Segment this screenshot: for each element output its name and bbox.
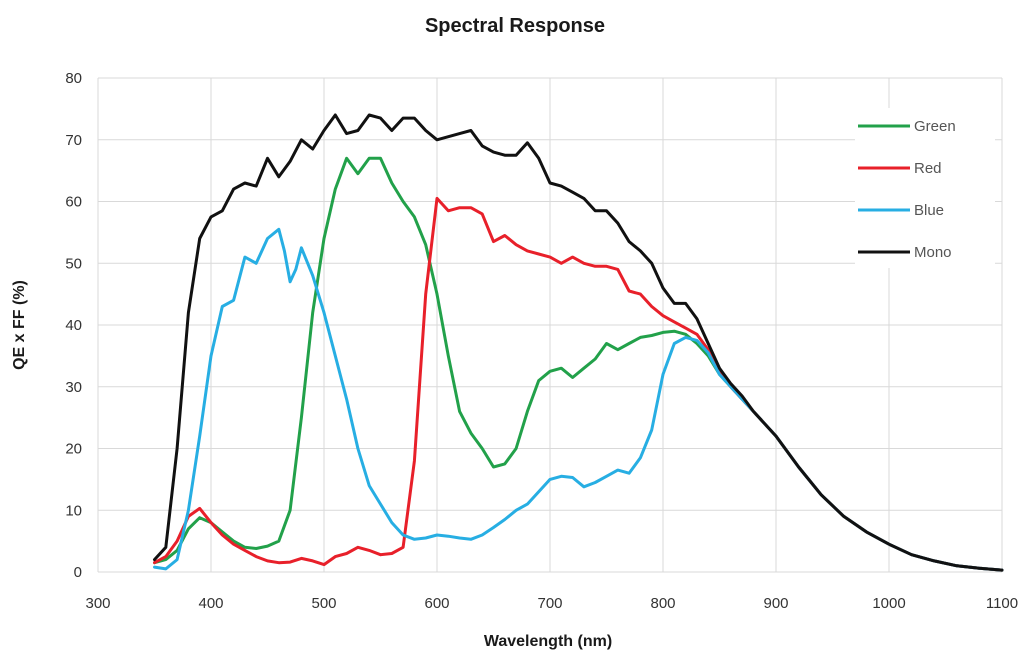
y-axis-title: QE x FF (%): [11, 280, 28, 370]
y-tick-label: 70: [65, 132, 82, 149]
x-tick-label: 800: [650, 595, 675, 612]
y-tick-label: 20: [65, 441, 82, 458]
x-tick-label: 1100: [986, 595, 1018, 612]
x-tick-label: 900: [763, 595, 788, 612]
series-line-mono: [153, 113, 1004, 572]
x-tick-label: 700: [537, 595, 562, 612]
x-tick-label: 400: [198, 595, 223, 612]
legend-label-red: Red: [914, 160, 942, 177]
y-tick-label: 0: [74, 564, 82, 581]
legend: Green Red Blue Mono: [855, 108, 995, 268]
y-tick-label: 60: [65, 194, 82, 211]
y-tick-label: 40: [65, 317, 82, 334]
y-tick-label: 80: [65, 70, 82, 87]
x-tick-label: 1000: [872, 595, 905, 612]
y-tick-label: 10: [65, 502, 82, 519]
series-line-blue: [153, 227, 1004, 572]
x-axis-title: Wavelength (nm): [484, 633, 612, 650]
legend-background: [855, 108, 995, 268]
gridlines: [97, 77, 1003, 573]
y-tick-label: 50: [65, 255, 82, 272]
x-tick-label: 600: [424, 595, 449, 612]
legend-label-mono: Mono: [914, 244, 952, 261]
x-tick-label: 500: [311, 595, 336, 612]
x-tick-label: 300: [85, 595, 110, 612]
y-tick-label: 30: [65, 379, 82, 396]
legend-label-green: Green: [914, 118, 956, 135]
axis-ticks: 0 10 20 30 40 50 60 70 80 300 400 500 600 700 800 900 10…: [65, 70, 1018, 612]
chart-title: Spectral Response: [425, 15, 605, 37]
legend-label-blue: Blue: [914, 202, 944, 219]
series-lines: [153, 113, 1004, 572]
